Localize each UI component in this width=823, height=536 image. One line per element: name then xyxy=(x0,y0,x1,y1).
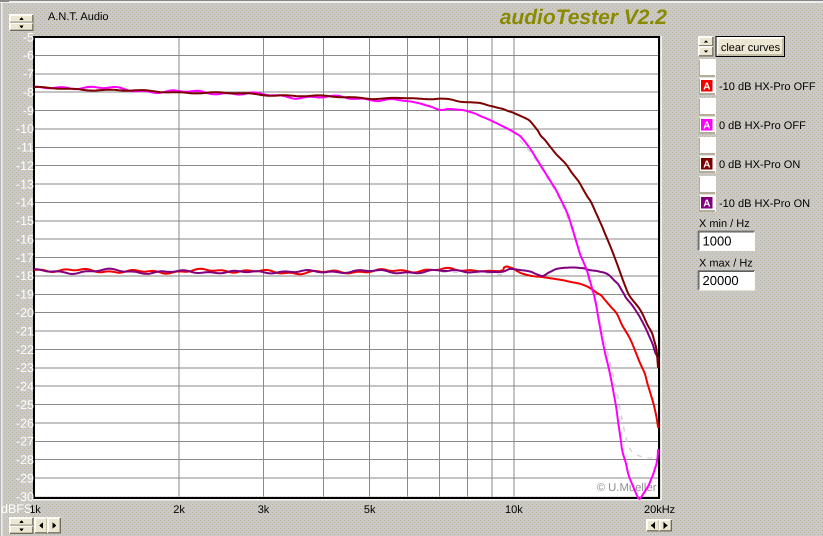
svg-text:-10 dB HX-Pro OFF: -10 dB HX-Pro OFF xyxy=(719,81,816,93)
svg-text:-10: -10 xyxy=(16,122,34,136)
svg-text:A: A xyxy=(703,198,710,209)
svg-text:A.N.T. Audio: A.N.T. Audio xyxy=(48,11,109,23)
svg-text:0 dB HX-Pro OFF: 0 dB HX-Pro OFF xyxy=(719,120,806,132)
svg-text:-15: -15 xyxy=(16,214,34,228)
svg-text:-30: -30 xyxy=(16,490,34,504)
svg-text:-17: -17 xyxy=(16,251,34,265)
svg-text:5k: 5k xyxy=(364,504,376,516)
svg-text:-18: -18 xyxy=(16,269,34,283)
svg-text:A: A xyxy=(703,81,710,92)
svg-text:A: A xyxy=(703,159,710,170)
svg-text:3k: 3k xyxy=(258,504,270,516)
svg-text:1k: 1k xyxy=(29,504,41,516)
svg-text:-29: -29 xyxy=(16,471,34,485)
svg-text:-27: -27 xyxy=(16,435,34,449)
svg-text:-25: -25 xyxy=(16,398,34,412)
svg-text:20kHz: 20kHz xyxy=(644,504,675,516)
svg-text:-8: -8 xyxy=(23,85,34,99)
svg-text:-13: -13 xyxy=(16,177,34,191)
svg-text:10k: 10k xyxy=(505,504,523,516)
svg-text:-7: -7 xyxy=(23,67,34,81)
svg-text:-6: -6 xyxy=(23,49,34,63)
svg-text:-23: -23 xyxy=(16,361,34,375)
svg-text:0 dB HX-Pro ON: 0 dB HX-Pro ON xyxy=(719,159,800,171)
svg-text:-16: -16 xyxy=(16,233,34,247)
svg-text:-9: -9 xyxy=(23,104,34,118)
svg-text:X max / Hz: X max / Hz xyxy=(699,258,753,270)
svg-text:X min / Hz: X min / Hz xyxy=(699,218,750,230)
svg-text:audioTester V2.2: audioTester V2.2 xyxy=(500,6,668,29)
svg-text:© U.Mueller: © U.Mueller xyxy=(597,482,657,494)
svg-text:-28: -28 xyxy=(16,453,34,467)
svg-text:clear curves: clear curves xyxy=(721,42,781,54)
svg-text:-24: -24 xyxy=(16,380,34,394)
svg-text:-20: -20 xyxy=(16,306,34,320)
svg-text:-22: -22 xyxy=(16,343,34,357)
svg-text:-19: -19 xyxy=(16,288,34,302)
svg-text:-5: -5 xyxy=(23,30,34,44)
svg-text:-12: -12 xyxy=(16,159,34,173)
svg-text:-26: -26 xyxy=(16,416,34,430)
svg-text:-21: -21 xyxy=(16,324,34,338)
svg-text:A: A xyxy=(703,120,710,131)
svg-text:-14: -14 xyxy=(16,196,34,210)
svg-text:-10 dB HX-Pro ON: -10 dB HX-Pro ON xyxy=(719,198,810,210)
svg-text:20000: 20000 xyxy=(703,273,739,288)
svg-text:2k: 2k xyxy=(173,504,185,516)
svg-text:dBFS: dBFS xyxy=(1,502,32,516)
svg-text:1000: 1000 xyxy=(703,234,732,249)
svg-text:-11: -11 xyxy=(17,141,34,155)
